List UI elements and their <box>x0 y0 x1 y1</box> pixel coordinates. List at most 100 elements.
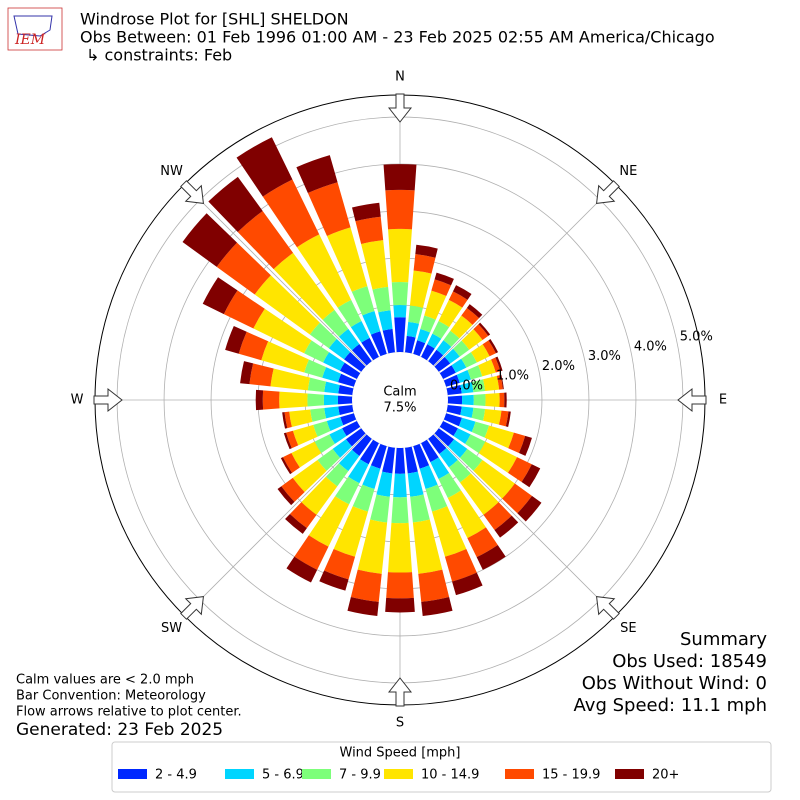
bar-segment <box>508 432 526 453</box>
bar-segment <box>360 439 379 465</box>
bar-segment <box>466 304 483 319</box>
compass-label: SE <box>620 621 636 636</box>
bar-segment <box>419 465 438 490</box>
bar-segment <box>292 424 318 446</box>
bar-segment <box>335 476 360 505</box>
bar-segment <box>491 357 501 373</box>
bar-segment <box>304 340 330 363</box>
bar-segment <box>406 321 419 338</box>
chart-subtitle: Obs Between: 01 Feb 1996 01:00 AM - 23 F… <box>80 28 715 47</box>
compass-label: W <box>71 393 84 408</box>
bar-segment <box>484 425 514 449</box>
bar-segment <box>307 377 327 393</box>
bar-segment <box>310 407 327 422</box>
bar-segment <box>324 381 340 394</box>
summary-line: Obs Without Wind: 0 <box>582 673 767 694</box>
legend: Wind Speed [mph] 2 - 4.9 5 - 6.9 7 - 9.9 10… <box>111 741 772 793</box>
bar-segment <box>348 459 369 484</box>
bar-segment <box>279 391 308 409</box>
bar-segment <box>324 406 340 419</box>
bar-segment <box>225 326 247 354</box>
bar-segment <box>394 447 406 474</box>
bar-segment <box>473 394 486 406</box>
bar-segment <box>378 310 393 331</box>
bar-segment <box>460 406 474 418</box>
bar-segment <box>413 443 430 469</box>
bar-segment <box>494 515 519 538</box>
grid-spoke <box>399 184 616 401</box>
bar-segment <box>338 384 354 395</box>
bar-segment <box>351 344 372 366</box>
bar-segment <box>387 522 413 573</box>
note: Bar Convention: Meteorology <box>16 689 206 704</box>
bar-segment <box>436 340 452 356</box>
bar-segment <box>448 459 471 483</box>
r-tick-label: 4.0% <box>634 339 667 354</box>
chart-title: Windrose Plot for [SHL] SHELDON <box>80 10 349 29</box>
bar-segment <box>352 484 375 512</box>
bar-segment <box>253 308 312 354</box>
generated: Generated: 23 Feb 2025 <box>16 720 223 740</box>
bar-segment <box>421 344 435 361</box>
bar-segment <box>393 473 407 498</box>
bar-segment <box>351 286 375 316</box>
bar-segment <box>438 299 463 328</box>
bar-segment <box>448 291 468 308</box>
legend-label: 20+ <box>652 768 679 783</box>
bar-segment <box>296 234 352 308</box>
bar-segment <box>496 374 503 390</box>
bar-segment <box>386 572 414 599</box>
bar-segment <box>307 182 351 236</box>
bar-segment <box>476 544 506 570</box>
bar-segment <box>453 340 470 357</box>
legend-label: 15 - 19.9 <box>542 768 600 783</box>
bar-segment <box>277 486 295 506</box>
legend-title: Wind Speed [mph] <box>340 746 461 761</box>
bar-segment <box>261 341 309 373</box>
bar-segment <box>317 448 341 471</box>
bar-segment <box>485 393 500 407</box>
bar-segment <box>291 441 322 468</box>
bar-segment <box>518 435 532 456</box>
bar-segment <box>216 242 271 295</box>
bar-segment <box>452 572 483 596</box>
bar-segment <box>488 339 499 354</box>
r-tick-label: 5.0% <box>680 330 713 345</box>
bar-segment <box>339 362 361 379</box>
bar-segment <box>388 228 412 283</box>
bar-segment <box>483 502 512 531</box>
bar-segment <box>338 328 360 351</box>
bar-segment <box>427 333 442 349</box>
bar-segment <box>434 272 454 286</box>
bar-segment <box>385 189 415 230</box>
bar-segment <box>282 452 300 473</box>
bar-segment <box>432 320 450 339</box>
legend-swatch <box>384 769 413 779</box>
bar-segment <box>337 395 353 405</box>
bar-segment <box>521 464 541 488</box>
bar-segment <box>285 513 307 534</box>
bar-segment <box>467 365 483 380</box>
bar-segment <box>417 329 431 344</box>
bar-segment <box>456 369 471 383</box>
bar-segment <box>439 448 458 468</box>
bar-segment <box>301 476 338 515</box>
bar-segment <box>361 240 389 290</box>
bar-segment <box>270 368 311 391</box>
bar-segment <box>407 471 424 497</box>
bar-segment <box>471 421 490 438</box>
bar-segment <box>208 176 263 232</box>
bar-segment <box>459 448 483 471</box>
summary-line: Avg Speed: 11.1 mph <box>574 695 767 716</box>
bar-segment <box>499 410 509 427</box>
bar-segment <box>282 412 288 429</box>
bar-segment <box>425 484 448 512</box>
bar-segment <box>471 407 486 421</box>
logo-outline <box>13 15 53 37</box>
bar-segment <box>332 439 352 458</box>
bar-segment <box>446 405 462 416</box>
bar-segment <box>495 356 503 372</box>
bar-segment <box>473 324 489 341</box>
bar-segment <box>482 340 496 357</box>
bar-segment <box>434 356 451 372</box>
